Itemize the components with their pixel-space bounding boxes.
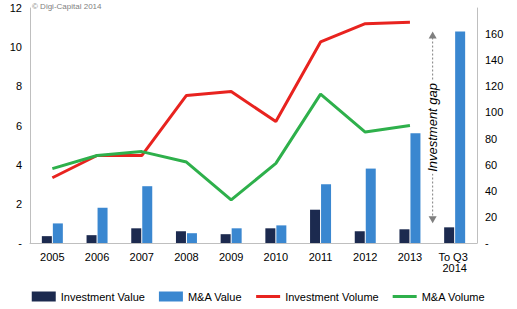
svg-text:© Digi-Capital 2014: © Digi-Capital 2014 bbox=[32, 2, 102, 11]
svg-text:40: 40 bbox=[485, 185, 497, 197]
svg-text:10: 10 bbox=[10, 41, 22, 53]
svg-text:2009: 2009 bbox=[219, 251, 243, 263]
svg-text:To Q3: To Q3 bbox=[438, 250, 471, 263]
svg-text:140: 140 bbox=[485, 54, 503, 66]
svg-text:2011: 2011 bbox=[309, 251, 333, 263]
svg-text:80: 80 bbox=[485, 133, 497, 145]
svg-text:Investment Volume: Investment Volume bbox=[285, 291, 379, 303]
svg-text:2014: 2014 bbox=[442, 262, 466, 274]
svg-text:M&A Value: M&A Value bbox=[188, 291, 242, 303]
svg-text:2: 2 bbox=[16, 198, 22, 210]
svg-text:8: 8 bbox=[16, 80, 22, 92]
svg-text:4: 4 bbox=[16, 159, 22, 171]
svg-text:M&A Volume: M&A Volume bbox=[422, 291, 485, 303]
svg-text:2012: 2012 bbox=[353, 251, 377, 263]
svg-text:2013: 2013 bbox=[398, 251, 422, 263]
svg-text:2006: 2006 bbox=[85, 251, 109, 263]
svg-text:2007: 2007 bbox=[130, 251, 154, 263]
svg-text:120: 120 bbox=[485, 80, 503, 92]
svg-text:12: 12 bbox=[10, 2, 22, 14]
svg-text:6: 6 bbox=[16, 120, 22, 132]
svg-text:2005: 2005 bbox=[40, 251, 64, 263]
svg-text:Investment gap: Investment gap bbox=[425, 83, 440, 172]
svg-text:160: 160 bbox=[485, 28, 503, 40]
svg-text:-: - bbox=[485, 237, 489, 249]
svg-text:60: 60 bbox=[485, 159, 497, 171]
svg-text:100: 100 bbox=[485, 106, 503, 118]
svg-text:Investment Value: Investment Value bbox=[61, 291, 145, 303]
svg-text:2008: 2008 bbox=[174, 251, 198, 263]
svg-text:-: - bbox=[18, 237, 22, 249]
svg-text:20: 20 bbox=[485, 211, 497, 223]
svg-text:2010: 2010 bbox=[264, 251, 288, 263]
